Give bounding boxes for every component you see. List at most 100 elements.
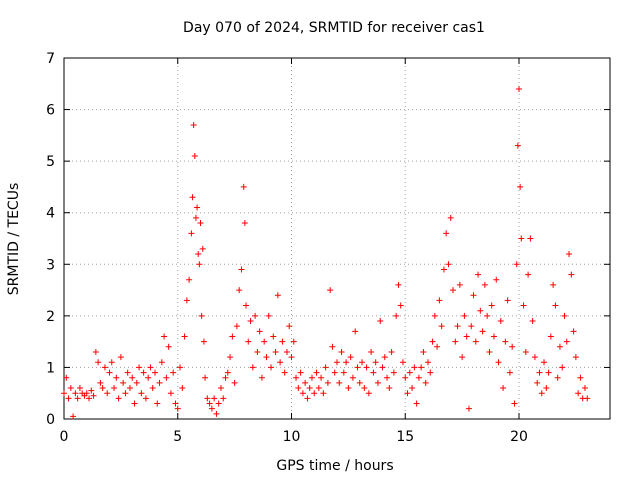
data-point: [347, 354, 354, 361]
data-point: [74, 395, 81, 402]
data-point: [370, 369, 377, 376]
data-point: [517, 183, 524, 190]
data-point: [538, 390, 545, 397]
data-point: [470, 292, 477, 299]
data-point: [577, 374, 584, 381]
data-point: [315, 385, 322, 392]
data-point: [299, 390, 306, 397]
data-point: [229, 333, 236, 340]
data-point: [190, 122, 197, 129]
data-point: [427, 369, 434, 376]
data-point: [381, 354, 388, 361]
data-point: [167, 390, 174, 397]
data-point: [181, 333, 188, 340]
data-point: [541, 359, 548, 366]
data-point: [256, 328, 263, 335]
data-point: [461, 312, 468, 319]
data-point: [290, 338, 297, 345]
data-point: [406, 369, 413, 376]
data-point: [136, 364, 143, 371]
data-point: [415, 374, 422, 381]
data-point: [463, 333, 470, 340]
data-point: [534, 379, 541, 386]
data-point: [92, 348, 99, 355]
data-point: [479, 328, 486, 335]
data-point: [129, 374, 136, 381]
data-point: [393, 312, 400, 319]
data-point: [395, 281, 402, 288]
data-point: [397, 302, 404, 309]
data-point: [550, 281, 557, 288]
data-point: [88, 387, 95, 394]
data-point: [514, 142, 521, 149]
x-axis-label: GPS time / hours: [276, 458, 393, 474]
data-point: [95, 359, 102, 366]
data-point: [63, 374, 70, 381]
data-point: [174, 405, 181, 412]
data-point: [158, 359, 165, 366]
data-point: [199, 245, 206, 252]
data-point: [488, 302, 495, 309]
data-point: [434, 343, 441, 350]
data-point: [422, 379, 429, 386]
data-point: [570, 328, 577, 335]
data-point: [249, 364, 256, 371]
data-point: [217, 385, 224, 392]
data-point: [459, 354, 466, 361]
data-point: [418, 364, 425, 371]
data-point: [224, 369, 231, 376]
data-point: [465, 405, 472, 412]
data-point: [281, 369, 288, 376]
data-point: [306, 385, 313, 392]
data-point: [124, 369, 131, 376]
data-point: [165, 343, 172, 350]
data-point: [352, 328, 359, 335]
data-point: [142, 395, 149, 402]
data-point: [61, 390, 67, 397]
data-point: [329, 343, 336, 350]
x-tick-label: 5: [173, 429, 182, 445]
data-point: [584, 395, 591, 402]
data-point: [197, 220, 204, 227]
data-point: [241, 220, 248, 227]
data-point: [495, 359, 502, 366]
data-point: [236, 287, 243, 294]
y-tick-label: 4: [46, 206, 55, 222]
data-point: [99, 385, 106, 392]
x-tick-label: 15: [396, 429, 414, 445]
y-tick-label: 0: [46, 412, 55, 428]
data-point: [208, 405, 215, 412]
data-point: [67, 385, 74, 392]
data-point: [149, 385, 156, 392]
data-point: [429, 338, 436, 345]
data-point: [450, 287, 457, 294]
data-point: [238, 266, 245, 273]
x-tick-label: 10: [283, 429, 301, 445]
data-point: [484, 312, 491, 319]
data-point: [117, 354, 124, 361]
data-point: [277, 359, 284, 366]
data-point: [231, 379, 238, 386]
data-point: [349, 374, 356, 381]
data-point: [425, 359, 431, 366]
data-point: [338, 348, 345, 355]
data-point: [101, 364, 108, 371]
data-point: [527, 235, 534, 242]
data-point: [361, 385, 368, 392]
data-point: [72, 390, 79, 397]
data-point: [504, 297, 511, 304]
data-point: [529, 318, 536, 325]
data-point: [113, 374, 120, 381]
data-point: [147, 364, 154, 371]
data-point: [145, 374, 152, 381]
data-point: [454, 323, 461, 330]
data-point: [354, 364, 361, 371]
data-point: [293, 374, 300, 381]
data-point: [411, 364, 418, 371]
data-point: [90, 392, 97, 399]
data-point: [447, 214, 454, 221]
data-point: [340, 369, 347, 376]
y-tick-label: 5: [46, 154, 55, 170]
data-point: [177, 364, 184, 371]
data-point: [198, 312, 205, 319]
